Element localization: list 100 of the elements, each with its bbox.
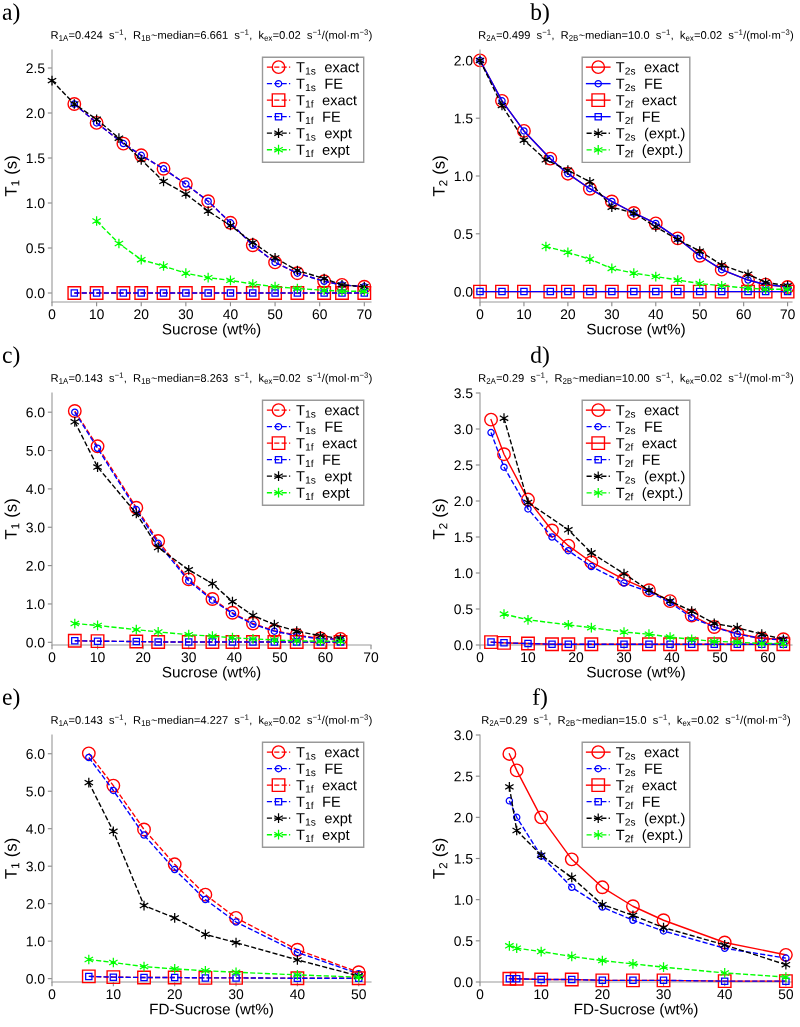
y-tick-label: 2.0 xyxy=(26,899,45,909)
x-axis-title: FD-Sucrose (wt%) xyxy=(574,1003,698,1018)
x-tick-label: 0 xyxy=(48,309,56,320)
y-tick-label: 3.0 xyxy=(454,730,473,741)
x-tick-label: 40 xyxy=(223,309,238,320)
legend-label: T$_{1f}$ exact xyxy=(296,95,357,108)
x-tick-label: 40 xyxy=(289,989,305,1000)
y-tick-label: 6.0 xyxy=(26,407,45,418)
legend-label: T$_{2s}$ exact xyxy=(616,747,679,760)
x-tick-label: 60 xyxy=(312,309,327,320)
chart-title: R$_{2A}$=0.499 s$^{−1}$, R$_{2B}$~median=10.0 s$^{−1}$, k$_{ex}$=0.02 s$^{−1}$/(mol·m$^{−3}$) xyxy=(479,29,794,42)
legend-label: T$_{1s}$ exact xyxy=(296,62,360,75)
legend-label: T$_{2s}$ (expt.) xyxy=(616,127,685,142)
x-tick-label: 10 xyxy=(106,989,121,1000)
legend-label: T$_{1f}$ exact xyxy=(296,438,357,451)
x-tick-label: 10 xyxy=(534,989,549,1000)
legend-label: T$_{2f}$ FE xyxy=(616,111,660,125)
x-tick-label: 50 xyxy=(692,309,707,320)
x-tick-label: 50 xyxy=(351,989,366,1000)
y-tick-label: 5.0 xyxy=(26,445,45,456)
text: c) xyxy=(2,346,20,368)
legend-label: T$_{2f}$ (expt.) xyxy=(616,144,683,158)
x-tick-label: 0 xyxy=(476,652,484,663)
legend-label: T$_{2f}$ (expt.) xyxy=(616,487,683,501)
x-tick-label: 30 xyxy=(656,989,671,1000)
x-tick-label: 10 xyxy=(521,652,536,663)
x-tick-label: 20 xyxy=(568,652,584,663)
legend-label: T$_{1f}$ FE xyxy=(296,454,341,468)
legend-label: T$_{1f}$ expt xyxy=(296,144,350,158)
x-tick-label: 20 xyxy=(134,309,149,320)
y-axis-title: T$_{1}$ (s) xyxy=(4,156,21,197)
text: e) xyxy=(2,688,20,710)
legend-label: T$_{1f}$ expt xyxy=(296,829,350,843)
y-tick-label: 1.5 xyxy=(454,853,473,864)
x-tick-label: 40 xyxy=(648,309,663,320)
legend-label: T$_{2f}$ exact xyxy=(616,438,677,451)
y-tick-label: 0.0 xyxy=(26,288,45,299)
text: d) xyxy=(531,346,549,368)
y-tick-label: 3.0 xyxy=(26,522,45,533)
y-tick-label: 1.5 xyxy=(26,153,45,164)
legend-label: T$_{2f}$ (expt.) xyxy=(616,829,683,843)
x-tick-label: 0 xyxy=(476,989,484,1000)
y-tick-label: 1.0 xyxy=(26,198,45,209)
x-tick-label: 50 xyxy=(778,989,794,1000)
x-tick-label: 60 xyxy=(760,652,776,663)
legend-label: T$_{1f}$ FE xyxy=(296,796,341,810)
legend-label: T$_{2s}$ FE xyxy=(616,421,663,435)
legend-label: T$_{2s}$ FE xyxy=(616,78,663,92)
x-axis-title: Sucrose (wt%) xyxy=(162,323,261,338)
y-tick-label: 1.5 xyxy=(454,113,473,124)
x-tick-label: 30 xyxy=(178,309,194,320)
x-tick-label: 30 xyxy=(616,652,632,663)
y-tick-label: 0.0 xyxy=(454,640,473,651)
text: f) xyxy=(532,688,547,710)
legend-label: T$_{1s}$ expt xyxy=(296,471,352,485)
legend-label: T$_{2f}$ exact xyxy=(616,95,677,108)
y-tick-label: 2.5 xyxy=(454,771,473,782)
y-tick-label: 2.5 xyxy=(26,63,45,74)
y-axis-title: T$_{2}$ (s) xyxy=(432,838,449,879)
y-axis-title: T$_{1}$ (s) xyxy=(4,838,21,879)
chart-title: R$_{1A}$=0.143 s$^{−1}$, R$_{1B}$~median=8.263 s$^{−1}$, k$_{ex}$=0.02 s$^{−1}$/(mol·m$^{−3}$) xyxy=(51,372,372,385)
x-tick-label: 20 xyxy=(560,309,576,320)
y-tick-label: 2.0 xyxy=(26,560,45,571)
legend-label: T$_{1s}$ exact xyxy=(296,747,360,760)
y-tick-label: 0.5 xyxy=(454,229,473,239)
legend-label: T$_{1f}$ FE xyxy=(296,111,341,125)
x-tick-label: 10 xyxy=(517,309,532,320)
y-tick-label: 5.0 xyxy=(26,786,45,797)
y-tick-label: 3.0 xyxy=(454,424,473,435)
legend-label: T$_{2s}$ (expt.) xyxy=(616,470,685,485)
legend-label: T$_{2s}$ FE xyxy=(616,763,663,777)
legend-label: T$_{2s}$ exact xyxy=(616,405,679,418)
legend-label: T$_{1s}$ expt xyxy=(296,813,352,827)
y-tick-label: 0.0 xyxy=(454,977,473,988)
x-tick-label: 50 xyxy=(272,652,288,663)
y-tick-label: 0.0 xyxy=(454,286,473,297)
x-tick-label: 20 xyxy=(595,989,610,1000)
x-tick-label: 40 xyxy=(226,652,242,663)
x-tick-label: 20 xyxy=(136,652,151,663)
x-tick-label: 40 xyxy=(664,652,680,663)
legend-label: T$_{1f}$ exact xyxy=(296,780,357,793)
y-axis-title: T$_{1}$ (s) xyxy=(4,499,21,540)
y-axis-title: T$_{2}$ (s) xyxy=(432,499,449,540)
x-tick-label: 0 xyxy=(48,652,56,663)
x-tick-label: 30 xyxy=(228,989,244,1000)
x-tick-label: 70 xyxy=(780,309,795,320)
legend-label: T$_{1s}$ FE xyxy=(296,763,343,777)
y-tick-label: 2.0 xyxy=(26,108,45,119)
legend-label: T$_{2s}$ (expt.) xyxy=(616,812,685,827)
y-tick-label: 0.5 xyxy=(26,243,45,254)
y-tick-label: 1.0 xyxy=(26,936,45,947)
y-tick-label: 4.0 xyxy=(26,484,45,495)
legend-label: T$_{1s}$ expt xyxy=(296,128,352,142)
x-tick-label: 10 xyxy=(89,309,104,320)
y-tick-label: 1.0 xyxy=(454,171,473,182)
chart-title: R$_{1A}$=0.424 s$^{−1}$, R$_{1B}$~median=6.661 s$^{−1}$, k$_{ex}$=0.02 s$^{−1}$/(mol·m$^{−3}$) xyxy=(51,29,372,42)
text: b) xyxy=(530,3,549,25)
x-tick-label: 30 xyxy=(604,309,620,320)
chart-title: R$_{1A}$=0.143 s$^{−1}$, R$_{1B}$~median=4.227 s$^{−1}$, k$_{ex}$=0.02 s$^{−1}$/(mol·m$^{−3}$) xyxy=(51,714,372,727)
y-tick-label: 2.0 xyxy=(454,812,473,823)
